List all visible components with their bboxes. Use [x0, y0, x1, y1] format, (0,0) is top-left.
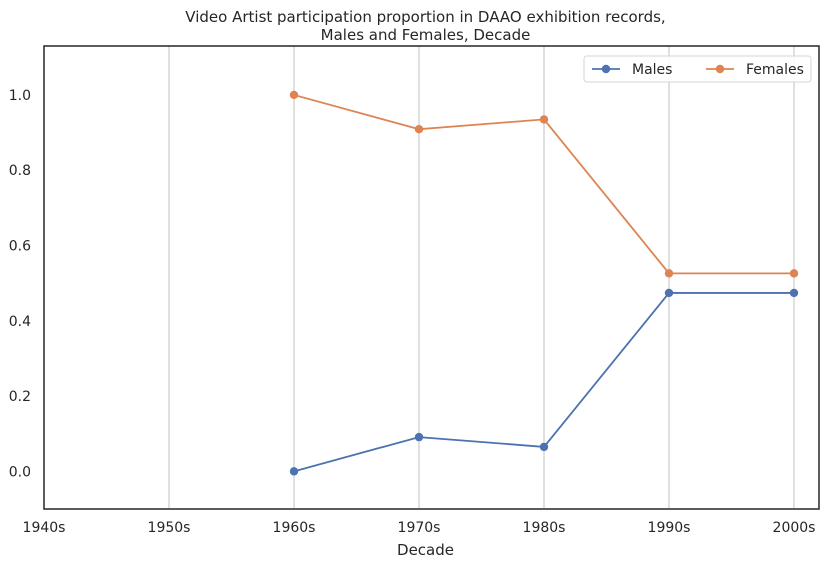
x-axis-label: Decade	[397, 541, 454, 559]
data-point-males	[414, 432, 424, 442]
y-tick-label: 1.0	[9, 88, 31, 104]
data-point-females	[664, 269, 674, 278]
y-tick-label: 0.8	[9, 163, 31, 179]
series-males	[289, 288, 799, 476]
y-tick-label: 0.0	[9, 464, 31, 480]
y-tick-label: 0.4	[9, 314, 31, 330]
x-tick-label: 1970s	[398, 520, 441, 536]
x-tick-label: 1950s	[148, 520, 191, 536]
chart-subtitle: Males and Females, Decade	[321, 26, 531, 44]
x-tick-label: 1990s	[648, 520, 691, 536]
data-point-females	[414, 124, 424, 134]
legend-item-females: Females	[706, 62, 804, 78]
legend-item-males: Males	[592, 62, 672, 78]
grid-lines	[168, 46, 795, 509]
tick-labels: 1940s 1950s 1960s 1970s 1980s 1990s 2000s 0.0 0.…	[9, 88, 816, 536]
chart-title: Video Artist participation proportion in…	[185, 8, 665, 26]
y-tick-label: 0.6	[9, 239, 31, 255]
x-tick-label: 1960s	[273, 520, 316, 536]
legend-swatch-marker	[715, 64, 725, 74]
series-females	[289, 90, 799, 278]
legend-swatch-marker	[601, 64, 611, 74]
x-tick-label: 1940s	[23, 520, 66, 536]
y-tick-label: 0.2	[9, 389, 31, 405]
data-point-males	[289, 467, 299, 476]
plot-frame	[43, 45, 820, 510]
data-point-females	[539, 115, 549, 124]
legend-box	[583, 55, 812, 83]
legend-label: Females	[746, 62, 804, 78]
x-tick-label: 1980s	[523, 520, 566, 536]
data-point-males	[789, 288, 799, 298]
legend-label: Males	[632, 62, 672, 78]
x-tick-label: 2000s	[773, 520, 816, 536]
data-point-females	[289, 90, 299, 100]
legend: Males Females	[583, 55, 812, 83]
data-point-males	[664, 288, 674, 298]
data-point-females	[789, 269, 799, 278]
data-point-males	[539, 442, 549, 452]
series-lines	[289, 90, 799, 476]
